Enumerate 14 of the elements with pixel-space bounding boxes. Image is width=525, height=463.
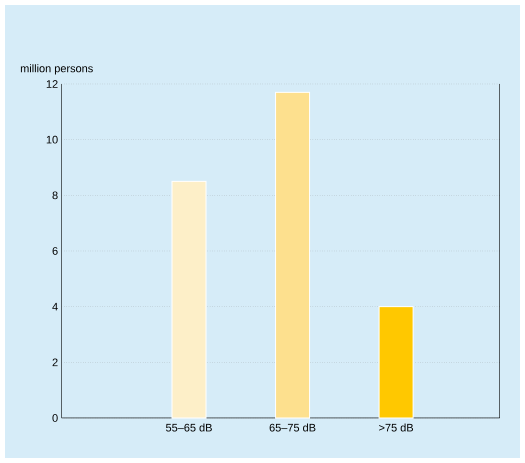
y-tick-label: 2	[52, 358, 58, 366]
bar	[378, 306, 414, 418]
y-tick-label: 4	[52, 302, 58, 310]
y-tick-label: 8	[52, 191, 58, 200]
x-tick-label: >75 dB	[379, 424, 414, 432]
bar	[172, 180, 207, 418]
bar	[275, 92, 310, 418]
y-axis-title: million persons	[20, 64, 93, 74]
y-tick-label: 0	[52, 414, 58, 422]
y-tick-label: 12	[46, 80, 58, 88]
y-tick-label: 6	[52, 247, 58, 255]
y-tick-label: 10	[46, 136, 58, 144]
x-tick-label: 65–75 dB	[270, 424, 316, 432]
x-tick-label: 55–65 dB	[166, 424, 212, 432]
